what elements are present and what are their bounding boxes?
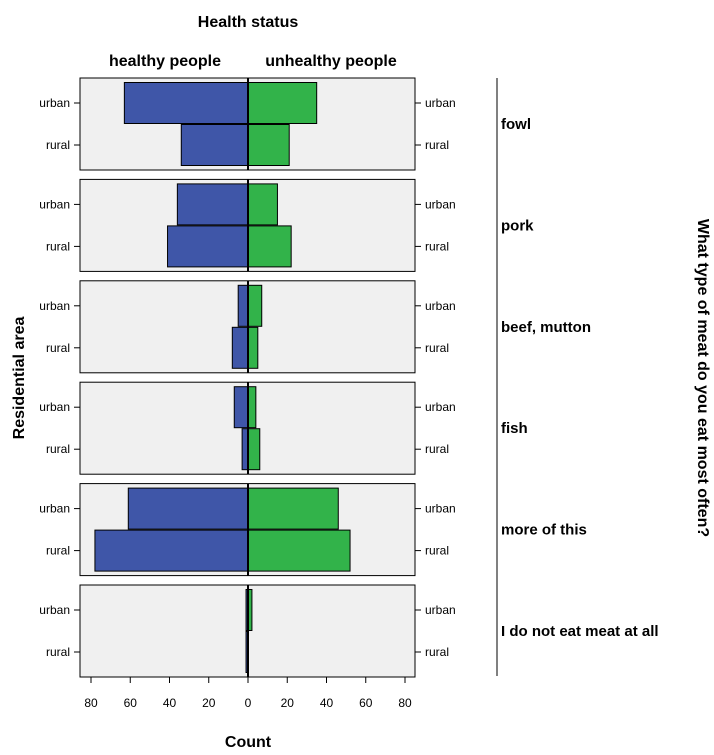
panel: urban urban rural rural beef, mutton	[39, 280, 591, 374]
category-label-right: rural	[425, 544, 449, 558]
bar-unhealthy	[247, 386, 257, 429]
y-axis-label: Residential area	[11, 317, 28, 440]
group-label: fish	[501, 420, 528, 437]
panel: urban urban rural rural more of this	[39, 483, 587, 577]
category-label-right: urban	[425, 400, 456, 414]
bar-healthy	[237, 284, 249, 327]
x-tick-label: 20	[281, 696, 295, 710]
group-label: fowl	[501, 116, 531, 133]
bar-unhealthy	[247, 284, 263, 327]
category-label-right: rural	[425, 341, 449, 355]
category-label-right: rural	[425, 645, 449, 659]
bar-healthy	[233, 386, 249, 429]
bar-unhealthy	[247, 326, 259, 369]
panel: urban urban rural rural pork	[39, 178, 534, 272]
category-label-left: urban	[39, 400, 70, 414]
category-label-left: rural	[46, 341, 70, 355]
x-tick-label: 60	[124, 696, 138, 710]
category-label-left: urban	[39, 299, 70, 313]
category-label-right: urban	[425, 96, 456, 110]
x-tick-label: 40	[163, 696, 177, 710]
category-label-right: urban	[425, 299, 456, 313]
category-label-right: rural	[425, 442, 449, 456]
bar-unhealthy	[247, 529, 351, 572]
bar-healthy	[231, 326, 249, 369]
category-label-left: rural	[46, 442, 70, 456]
bar-unhealthy	[247, 487, 339, 530]
group-label: I do not eat meat at all	[501, 623, 659, 640]
category-label-right: urban	[425, 197, 456, 211]
bar-unhealthy	[247, 124, 290, 166]
category-label-left: urban	[39, 96, 70, 110]
group-label: beef, mutton	[501, 319, 591, 336]
x-tick-label: 80	[398, 696, 412, 710]
x-tick-label: 60	[359, 696, 373, 710]
column-label-healthy: healthy people	[109, 53, 221, 70]
bar-healthy	[176, 183, 249, 226]
right-axis-label: What type of meat do you eat most often?	[694, 219, 711, 537]
group-label: pork	[501, 217, 534, 234]
category-label-left: rural	[46, 239, 70, 253]
category-label-left: rural	[46, 544, 70, 558]
panel: urban urban rural rural I do not eat meat at…	[39, 584, 659, 678]
category-label-left: rural	[46, 138, 70, 152]
category-label-left: urban	[39, 197, 70, 211]
bar-unhealthy	[247, 82, 318, 124]
bar-unhealthy	[247, 428, 261, 471]
category-label-right: rural	[425, 138, 449, 152]
bar-healthy	[123, 82, 249, 124]
category-label-left: urban	[39, 502, 70, 516]
x-tick-label: 20	[202, 696, 216, 710]
category-label-right: urban	[425, 603, 456, 617]
column-label-unhealthy: unhealthy people	[265, 53, 397, 70]
bar-healthy	[167, 225, 249, 268]
bar-healthy	[94, 529, 249, 572]
bar-unhealthy	[247, 225, 292, 268]
panels: urban urban rural rural fowl urban urban rural r…	[39, 77, 659, 678]
group-label: more of this	[501, 522, 587, 539]
category-label-left: rural	[46, 645, 70, 659]
category-label-right: urban	[425, 502, 456, 516]
bar-healthy	[180, 124, 249, 166]
x-tick-label: 40	[320, 696, 334, 710]
x-axis-ticks: 80 60 40 20 0 20 40 60 80	[84, 677, 412, 710]
bar-healthy	[127, 487, 249, 530]
bar-unhealthy	[247, 183, 278, 226]
category-label-left: urban	[39, 603, 70, 617]
category-label-right: rural	[425, 239, 449, 253]
x-tick-label: 80	[84, 696, 98, 710]
panel: urban urban rural rural fish	[39, 381, 528, 475]
panel: urban urban rural rural fowl	[39, 77, 531, 171]
chart-title: Health status	[198, 14, 299, 31]
x-tick-label: 0	[245, 696, 252, 710]
x-axis-label: Count	[225, 734, 272, 751]
